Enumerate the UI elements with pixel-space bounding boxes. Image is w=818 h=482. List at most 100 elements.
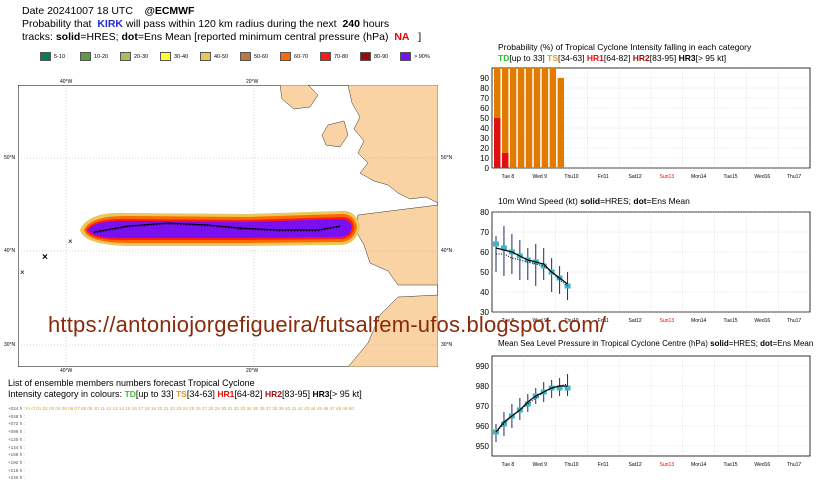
title-text: Mean Sea Level Pressure in Tropical Cycl… (498, 339, 708, 348)
legend-label: 40-50 (214, 53, 229, 60)
ens-mean-line (495, 383, 568, 433)
ensemble-member-list: +024 h : hr cf 01 02 03 04 05 06 07 08 0… (8, 405, 354, 482)
ensemble-row-label: +072 h : (8, 421, 25, 427)
y-tick-label: 40 (480, 288, 489, 297)
source-label: @ECMWF (144, 5, 195, 17)
header-text: will pass within 120 km radius during th… (125, 18, 337, 30)
ensemble-row-label: +168 h : (8, 452, 25, 458)
probability-map: × × × × (18, 85, 438, 367)
bar-ts (509, 68, 517, 168)
bar-ts (517, 68, 525, 168)
observed-marker (564, 385, 571, 391)
x-tick-label: Mon14 (691, 318, 707, 324)
legend-swatch (160, 52, 171, 61)
header-text: hours (362, 18, 390, 30)
observed-marker (524, 401, 531, 407)
ensemble-row: +024 h : hr cf 01 02 03 04 05 06 07 08 0… (8, 405, 354, 413)
ensemble-row-label: +192 h : (8, 459, 25, 465)
header-line-1: Date 20241007 18 UTC @ECMWF (22, 4, 194, 18)
storm-name: KIRK (97, 18, 123, 30)
legend-item: 10-20 (80, 52, 120, 61)
legend-item: > 90% (400, 52, 440, 61)
lon-label: 20°W (246, 79, 259, 85)
ensemble-row: +120 h : (8, 436, 354, 444)
header-line-2: Probability that KIRK will pass within 1… (22, 17, 389, 31)
lat-label: 50°N (441, 155, 453, 161)
header-text: =HRES; (80, 31, 119, 43)
y-tick-label: 70 (480, 228, 489, 237)
title-text: =Ens Mean (772, 339, 814, 348)
x-tick-label: Mon14 (691, 462, 707, 468)
y-tick-label: 80 (480, 208, 489, 217)
cat-td: TD (498, 53, 510, 63)
legend-label: 10-20 (94, 53, 109, 60)
x-tick-label: Tue15 (724, 462, 738, 468)
title-text: =HRES; (600, 196, 632, 206)
x-tick-label: Tue 8 (502, 174, 515, 180)
x-tick-label: Wed 9 (533, 318, 548, 324)
header-text: dot (121, 31, 138, 43)
title-text: dot (633, 196, 647, 206)
hres-line (495, 247, 568, 285)
ensemble-intensity-legend: Intensity category in colours: TD[up to … (8, 389, 362, 400)
x-tick-label: Thu17 (787, 318, 801, 324)
y-tick-label: 960 (476, 422, 490, 431)
intensity-label: Intensity category in colours: (8, 389, 123, 399)
x-tick-label: Wed 9 (533, 462, 548, 468)
bar-ts (525, 68, 533, 168)
cat-range: [83-95] (649, 53, 677, 63)
land-iceland (279, 85, 319, 110)
wind-speed-chart: 30 40 50 60 70 80 Tue 8 Wed 9 Thu10 Fri11 Sat12 Sun… (480, 208, 811, 324)
cat-range: [34-63] (558, 53, 585, 63)
cat-range: [> 95 kt] (329, 389, 362, 399)
cat-range: [64-82] (603, 53, 631, 63)
legend-swatch (240, 52, 251, 61)
legend-item: 20-30 (120, 52, 160, 61)
ensemble-row: +240 h : (8, 474, 354, 482)
y-tick-label: 30 (480, 308, 489, 317)
ens-mean-line (496, 253, 568, 287)
legend-item: 50-60 (240, 52, 280, 61)
ensemble-row-label: +216 h : (8, 467, 25, 473)
lon-label: 40°W (60, 79, 73, 85)
cat-range: [34-63] (186, 389, 215, 399)
x-tick-label: Wed 9 (533, 174, 548, 180)
legend-swatch (320, 52, 331, 61)
legend-swatch (200, 52, 211, 61)
lat-label: 50°N (4, 155, 16, 161)
legend-label: 30-40 (174, 53, 189, 60)
x-tick-label: Fri11 (598, 462, 609, 468)
legend-item: 80-90 (360, 52, 400, 61)
ensemble-row-label: +048 h : (8, 413, 25, 419)
y-tick-label: 20 (480, 144, 489, 153)
forecast-hours: 240 (342, 18, 360, 30)
y-tick-label: 60 (480, 248, 489, 257)
observed-marker (500, 245, 507, 251)
y-tick-label: 30 (480, 134, 489, 143)
watermark-url: https://antoniojorgefigueira/futsalfem-u… (48, 312, 607, 337)
y-tick-label: 990 (476, 362, 490, 371)
ensemble-row: +216 h : (8, 467, 354, 475)
track-marker: × (238, 224, 243, 233)
lon-label: 40°W (60, 368, 73, 374)
ensemble-row-label: +120 h : (8, 436, 25, 442)
legend-label: 5-10 (54, 53, 66, 60)
legend-item: 5-10 (40, 52, 80, 61)
x-tick-label: Thu17 (787, 462, 801, 468)
x-tick-label: Tue 8 (502, 318, 515, 324)
x-tick-label: Sat12 (629, 318, 642, 324)
cross-marker: × (42, 252, 48, 263)
legend-swatch (40, 52, 51, 61)
land-iberia (355, 204, 438, 286)
x-tick-label: Thu10 (564, 174, 578, 180)
y-tick-label: 10 (480, 154, 489, 163)
x-tick-label: Tue15 (724, 174, 738, 180)
legend-swatch (80, 52, 91, 61)
x-tick-label: Sat12 (629, 174, 642, 180)
x-tick-label: Wed16 (754, 462, 770, 468)
legend-label: 20-30 (134, 53, 149, 60)
y-tick-label: 70 (480, 94, 489, 103)
ensemble-row: +192 h : (8, 459, 354, 467)
legend-swatch (280, 52, 291, 61)
y-tick-label: 60 (480, 104, 489, 113)
